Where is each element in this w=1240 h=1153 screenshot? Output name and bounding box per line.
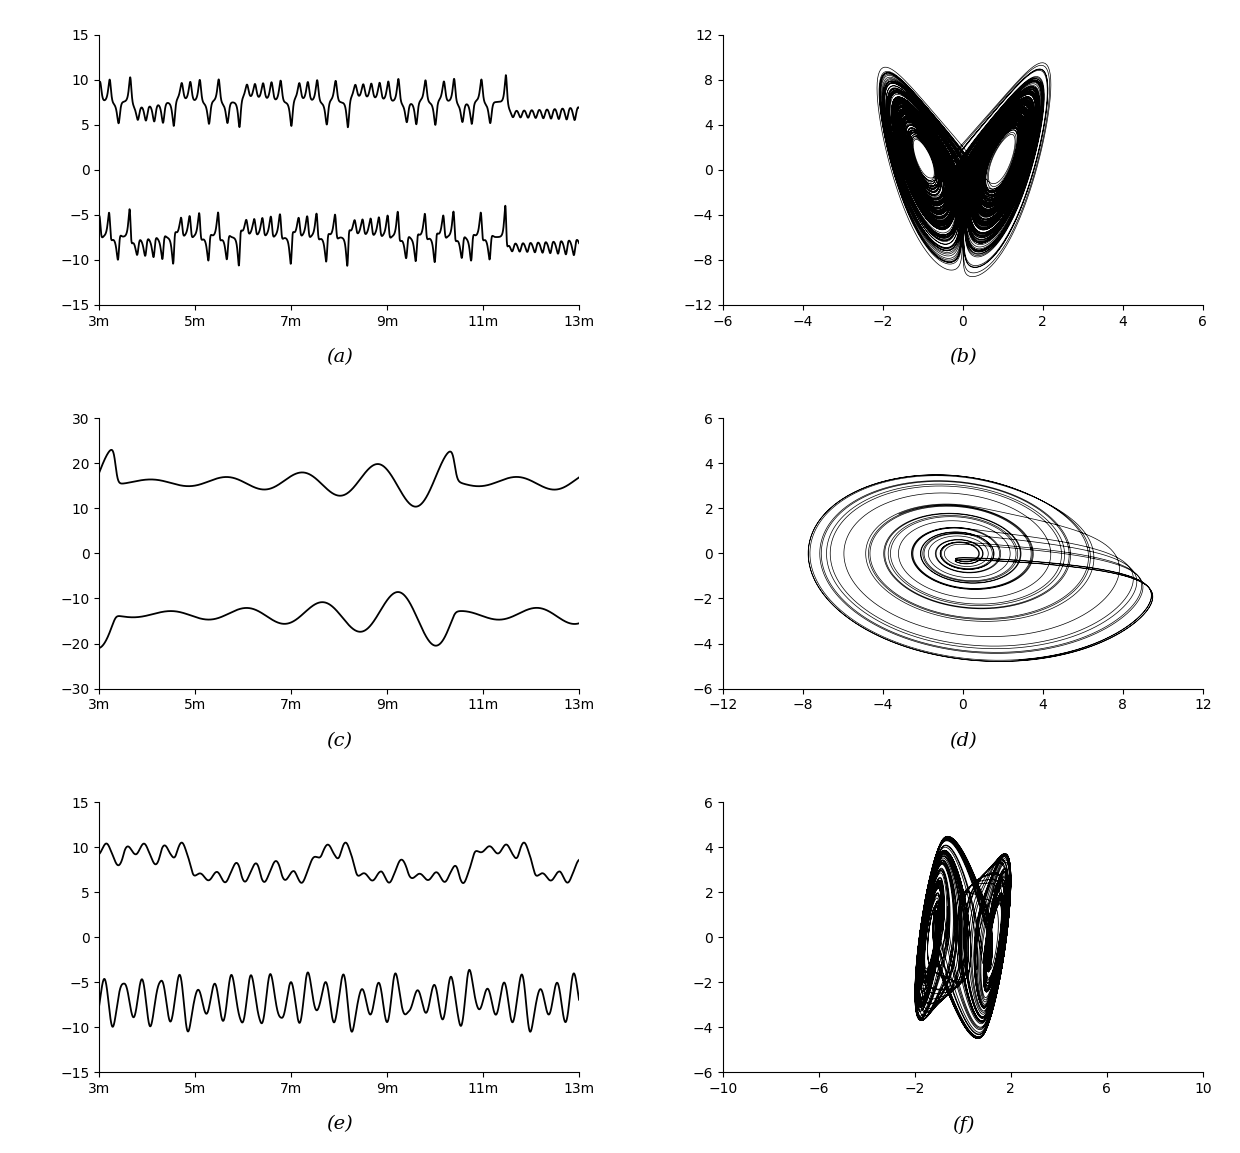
Text: (f): (f) — [951, 1115, 975, 1133]
Text: (d): (d) — [949, 732, 977, 749]
Text: (a): (a) — [326, 348, 352, 366]
Text: (e): (e) — [326, 1115, 352, 1133]
Text: (b): (b) — [949, 348, 977, 366]
Text: (c): (c) — [326, 732, 352, 749]
